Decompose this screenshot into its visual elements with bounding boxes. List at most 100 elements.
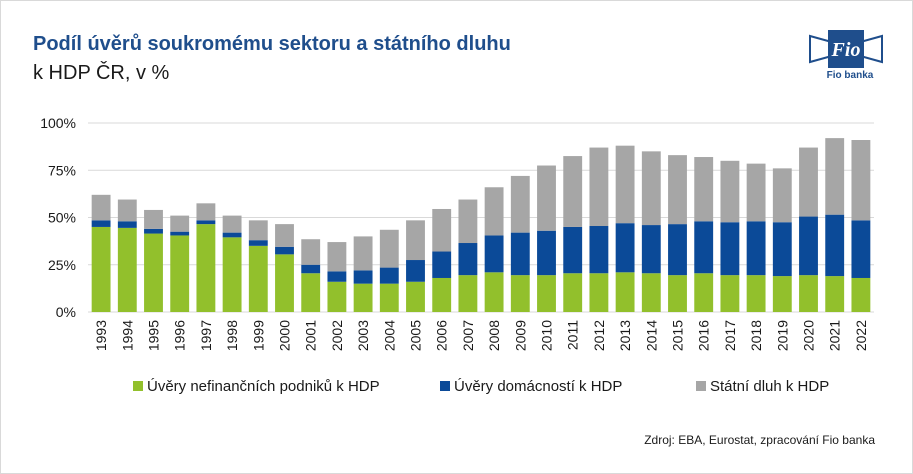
bar-debt-2020 [799,147,818,217]
bar-households-2002 [327,271,347,282]
bar-households-2018 [746,221,766,276]
bar-debt-1996 [170,215,190,232]
x-tick-label: 2014 [643,320,659,351]
x-tick-label: 2005 [408,320,424,351]
bar-debt-1994 [117,199,137,222]
bar-firms-2017 [720,275,740,312]
bar-firms-2002 [327,281,347,312]
x-tick-label: 2002 [329,320,345,351]
bar-debt-1993 [91,194,111,221]
bar-debt-2015 [668,155,687,225]
bar-debt-2007 [458,199,478,244]
x-tick-label: 2018 [748,320,764,351]
x-tick-label: 1994 [119,320,135,351]
bar-firms-2011 [563,273,583,312]
bar-firms-1993 [91,226,111,312]
bar-households-1995 [144,228,163,234]
bar-firms-2016 [694,273,714,312]
bar-firms-2012 [589,273,609,312]
bar-households-2000 [275,246,294,255]
bar-firms-2001 [301,273,321,312]
y-tick-label: 0% [56,304,76,320]
chart-title: Podíl úvěrů soukromému sektoru a státníh… [33,33,511,55]
x-tick-label: 2013 [617,320,633,351]
bar-households-2020 [799,216,818,276]
bar-debt-2010 [537,165,556,231]
bar-households-2017 [720,222,740,276]
x-tick-label: 1999 [250,320,266,351]
source-note: Zdroj: EBA, Eurostat, zpracování Fio ban… [644,433,875,447]
legend-swatch [133,381,143,391]
bar-firms-2009 [510,275,530,312]
bar-firms-2007 [458,275,478,312]
bar-debt-1997 [196,203,216,221]
bar-firms-2021 [825,276,845,312]
bar-firms-1999 [248,245,268,312]
y-tick-label: 100% [40,115,76,131]
x-tick-label: 2015 [670,320,686,351]
x-tick-label: 1993 [93,320,109,351]
bar-debt-1995 [144,209,163,229]
bar-firms-2006 [432,277,452,312]
bar-households-2010 [537,230,556,276]
bar-households-2004 [379,267,399,284]
bar-debt-2014 [641,151,661,226]
bar-debt-1998 [222,215,242,233]
bar-debt-2021 [825,138,845,215]
bar-firms-1997 [196,224,216,312]
legend-label: Úvěry domácností k HDP [454,378,622,395]
bar-households-1998 [222,232,242,238]
x-tick-label: 1997 [198,320,214,351]
bar-households-1994 [117,221,137,228]
x-tick-label: 2017 [722,320,738,351]
x-tick-label: 2019 [774,320,790,351]
x-tick-label: 2011 [565,320,581,350]
bar-households-2015 [668,224,687,276]
bar-households-2014 [641,225,661,274]
y-tick-label: 75% [48,162,76,178]
bar-households-2021 [825,214,845,277]
logo-text: Fio banka [826,70,874,81]
bar-debt-2002 [327,242,347,272]
bar-debt-2004 [379,229,399,268]
bar-households-2016 [694,221,714,274]
x-tick-label: 2006 [434,320,450,351]
bar-debt-2006 [432,208,452,252]
bar-households-2008 [484,235,504,273]
legend-swatch [696,381,706,391]
bar-firms-2008 [484,272,504,312]
bar-firms-1998 [222,237,242,312]
bar-debt-2001 [301,239,321,265]
x-tick-label: 2021 [827,320,843,351]
bar-debt-2011 [563,156,583,227]
bar-households-1996 [170,231,190,236]
x-tick-label: 2016 [696,320,712,351]
bar-households-2009 [510,232,530,276]
bar-firms-2015 [668,275,687,312]
x-tick-label: 2001 [303,320,319,351]
bar-firms-2005 [406,281,425,312]
y-tick-label: 50% [48,210,76,226]
bar-debt-1999 [248,220,268,241]
bar-debt-2012 [589,147,609,227]
bar-households-1993 [91,220,111,227]
bar-firms-2003 [353,283,373,312]
bar-debt-2000 [275,224,294,247]
x-tick-label: 2003 [355,320,371,351]
bar-households-2022 [851,220,871,278]
bar-firms-2020 [799,275,818,312]
bar-households-2007 [458,243,478,276]
legend-label: Státní dluh k HDP [710,378,829,395]
bar-households-2013 [615,223,635,273]
x-tick-label: 2009 [512,320,528,351]
bar-firms-2010 [537,275,556,312]
bar-debt-2022 [851,140,871,221]
bar-households-2001 [301,264,321,274]
x-tick-label: 1998 [224,320,240,351]
x-tick-label: 2007 [460,320,476,351]
bar-households-2019 [772,222,792,277]
bar-households-1997 [196,220,216,225]
bar-firms-1996 [170,235,190,312]
bar-debt-2008 [484,187,504,236]
bar-households-2006 [432,251,452,278]
